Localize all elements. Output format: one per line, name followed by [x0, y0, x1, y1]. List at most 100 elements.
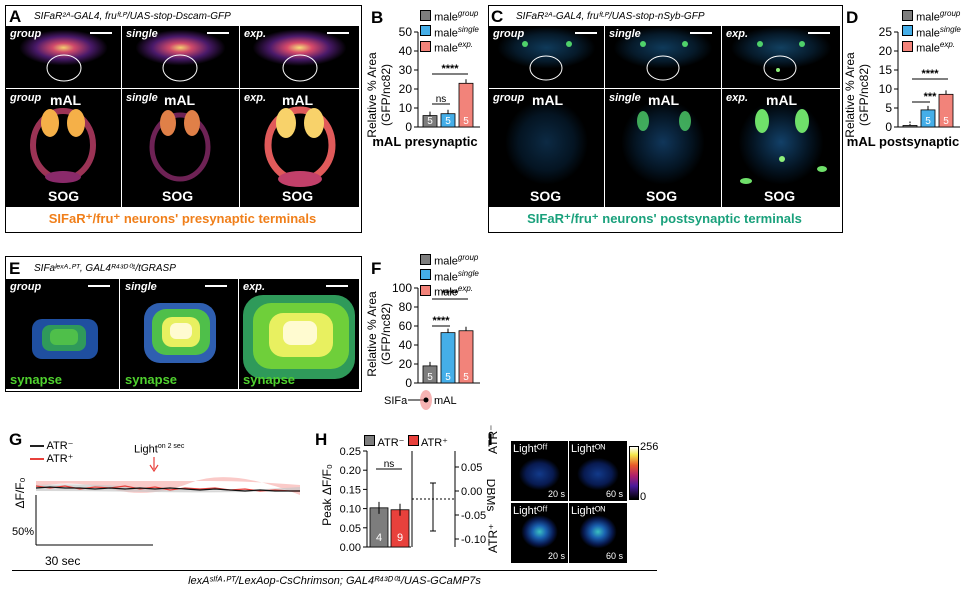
- y-axis-title: (GFP/nc82): [379, 303, 393, 365]
- significance-label: ****: [432, 315, 450, 327]
- panel-a-tag-exp-bottom: exp.: [244, 92, 267, 104]
- panel-c-img-exp-top: [722, 26, 840, 88]
- panel-label-g: G: [9, 430, 23, 449]
- panel-label-h: H: [315, 430, 328, 449]
- panel-i-img-plus-on: [569, 503, 627, 563]
- scale-bar: [808, 32, 830, 34]
- significance-label: ns: [384, 459, 395, 470]
- panel-e-tag-exp: exp.: [243, 281, 266, 293]
- n-label: 5: [943, 116, 949, 127]
- panel-c-tag-single: single: [609, 28, 641, 40]
- panel-c-tag-single-bottom: single: [609, 92, 641, 104]
- panel-a-tag-group: group: [10, 28, 42, 40]
- y-tick-label: 0.25: [340, 447, 361, 458]
- panel-c-tag-group: group: [493, 28, 525, 40]
- y-tick-label: 25: [879, 25, 893, 39]
- y-tick-label: 30: [399, 63, 413, 77]
- region-mal: mAL: [766, 92, 798, 108]
- n-label: 5: [463, 116, 469, 127]
- n-label: 4: [376, 532, 382, 544]
- panel-label-b: B: [371, 8, 384, 27]
- atr-plus-band: [36, 477, 300, 495]
- panel-c-caption: SIFaR⁺/fru⁺ neurons' postsynaptic termin…: [527, 211, 802, 226]
- scale-bar: [207, 32, 229, 34]
- atr-minus-trace: [35, 486, 300, 492]
- panel-label-c: C: [491, 7, 504, 26]
- y-tick-label: 20: [879, 44, 893, 58]
- light-on-label: Lightᴼᴺ: [571, 505, 606, 517]
- region-sog: SOG: [162, 188, 194, 204]
- scale-bar: [205, 285, 227, 287]
- n-label: 5: [427, 116, 433, 127]
- atr-plus-trace: [35, 485, 300, 492]
- panel-b-title: mAL presynaptic: [372, 134, 478, 149]
- legend-g: ATR⁻ ATR⁺: [30, 440, 73, 466]
- panel-c-genotype: SIFaR²ᴬ-GAL4, fruᶠᴸᴾ/UAS-stop-nSyb-GFP: [516, 11, 705, 22]
- footer-genotype: lexAˢᴵᶠᴬ·ᴾᵀ/LexAop-CsChrimson; GAL4ᴿ⁴³ᴰ⁰…: [188, 575, 481, 587]
- panel-c-img-exp-bottom: [722, 89, 840, 207]
- footer-line: [12, 570, 657, 571]
- n-label: 5: [463, 372, 469, 383]
- panel-label-d: D: [846, 8, 859, 27]
- panel-c-tag-exp-bottom: exp.: [726, 92, 749, 104]
- y-tick-label: 60: [399, 319, 413, 333]
- panel-a-caption: SIFaR⁺/fru⁺ neurons' presynaptic termina…: [48, 211, 317, 226]
- n-label: 5: [445, 116, 451, 127]
- time-label: 20 s: [548, 489, 566, 499]
- legend-item-exp: maleexp.: [902, 39, 961, 55]
- panel-e-genotype: SIFaˡᵉˣᴬ·ᴾᵀ, GAL4ᴿ⁴³ᴰ⁰¹/tGRASP: [34, 263, 176, 274]
- y-axis-title: Peak ΔF/F₀: [320, 464, 334, 526]
- n-label: 5: [925, 116, 931, 127]
- y-axis-title: (GFP/nc82): [857, 64, 871, 126]
- legend-item-single: malesingle: [902, 24, 961, 39]
- n-label: 9: [397, 532, 403, 544]
- panel-a-tag-exp: exp.: [244, 28, 267, 40]
- y-tick-label: 0.05: [340, 523, 361, 535]
- y-tick-label: 10: [879, 82, 893, 96]
- panel-a-tag-single-bottom: single: [126, 92, 158, 104]
- panel-label-f: F: [371, 259, 382, 278]
- legend-atr-plus: ATR⁺: [30, 453, 73, 466]
- significance-label: ****: [921, 68, 939, 80]
- time-label: 60 s: [606, 551, 624, 561]
- panel-a-img-single-top: [122, 26, 239, 88]
- y-tick-label: 100: [392, 282, 412, 295]
- y-tick-label: 0.00: [340, 542, 361, 554]
- y-tick-label: 15: [879, 63, 893, 77]
- scale-bar: [690, 32, 712, 34]
- y-tick-label: 0.10: [340, 504, 361, 516]
- y-axis-title: Relative % Area: [843, 52, 857, 138]
- n-label: 5: [427, 372, 433, 383]
- y-tick-label: 20: [399, 357, 413, 371]
- row-label-atr-minus: ATR⁻: [486, 424, 500, 454]
- region-mal: mAL: [164, 92, 196, 108]
- panel-a-tag-single: single: [126, 28, 158, 40]
- panel-g-trace: ΔF/F₀ 50% 30 sec: [12, 457, 300, 568]
- y-tick-label: 0.15: [340, 484, 361, 496]
- panel-h-chart: Peak ΔF/F₀ 0.00 0.05 0.10 0.15 0.20 0.25 4 9 n…: [320, 447, 495, 554]
- legend-h: ATR⁻ ATR⁺: [364, 435, 448, 449]
- y-axis-title: Relative % Area: [365, 52, 379, 138]
- y-tick-label: 5: [885, 101, 892, 115]
- legend-item-group: malegroup: [420, 8, 479, 24]
- panel-a-img-exp-bottom: [240, 89, 359, 207]
- legend-d: malegroup malesingle maleexp.: [902, 8, 961, 55]
- panel-a-img-group-bottom: [6, 89, 121, 207]
- panel-i-img-plus-off: [511, 503, 568, 563]
- y-tick-label: 0: [405, 120, 412, 134]
- panel-a-genotype: SIFaR²ᴬ-GAL4, fruᶠᴸᴾ/UAS-stop-Dscam-GFP: [34, 11, 231, 22]
- panel-b-chart: Relative % Area (GFP/nc82) 0 10 20 30 40 50 5…: [365, 25, 480, 138]
- y2-tick-label: -0.10: [461, 534, 486, 546]
- synapse-label: synapse: [10, 372, 63, 387]
- region-mal: mAL: [532, 92, 564, 108]
- scale-bar: [88, 285, 110, 287]
- legend-item-exp: maleexp.: [420, 283, 479, 299]
- colorbar: [629, 446, 639, 500]
- panel-c-img-single-bottom: [605, 89, 721, 207]
- significance-label: ***: [924, 91, 938, 103]
- panel-e-frame: [5, 256, 362, 392]
- y-axis-title: ΔF/F₀: [13, 477, 27, 508]
- legend-b: malegroup malesingle maleexp.: [420, 8, 479, 55]
- scale-bar: [90, 32, 112, 34]
- panel-label-e: E: [9, 259, 21, 278]
